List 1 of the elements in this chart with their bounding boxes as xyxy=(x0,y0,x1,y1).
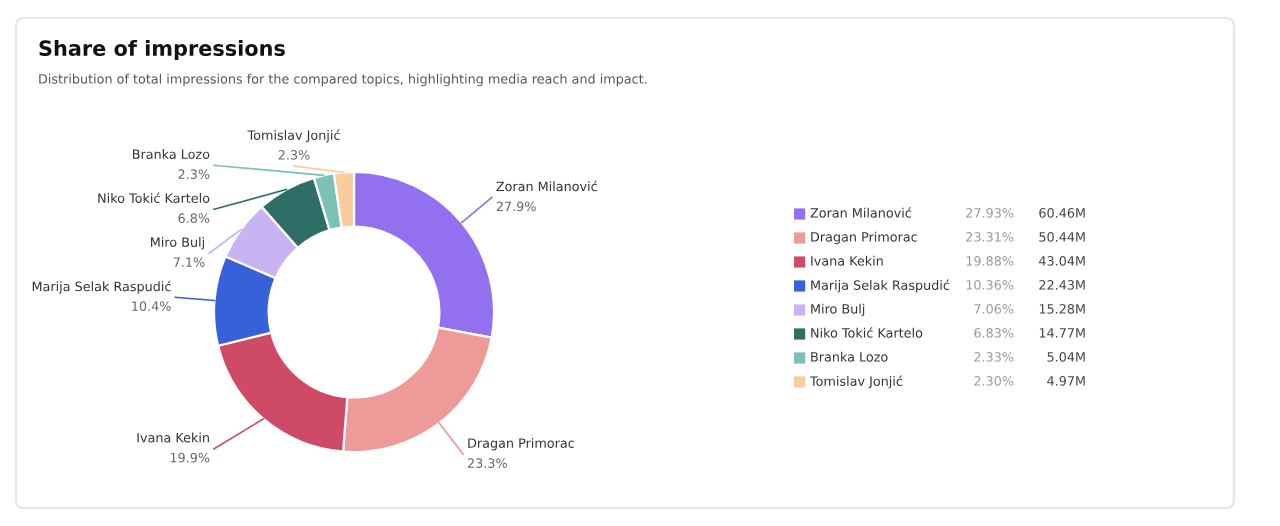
chart-title: Share of impressions xyxy=(39,39,285,61)
